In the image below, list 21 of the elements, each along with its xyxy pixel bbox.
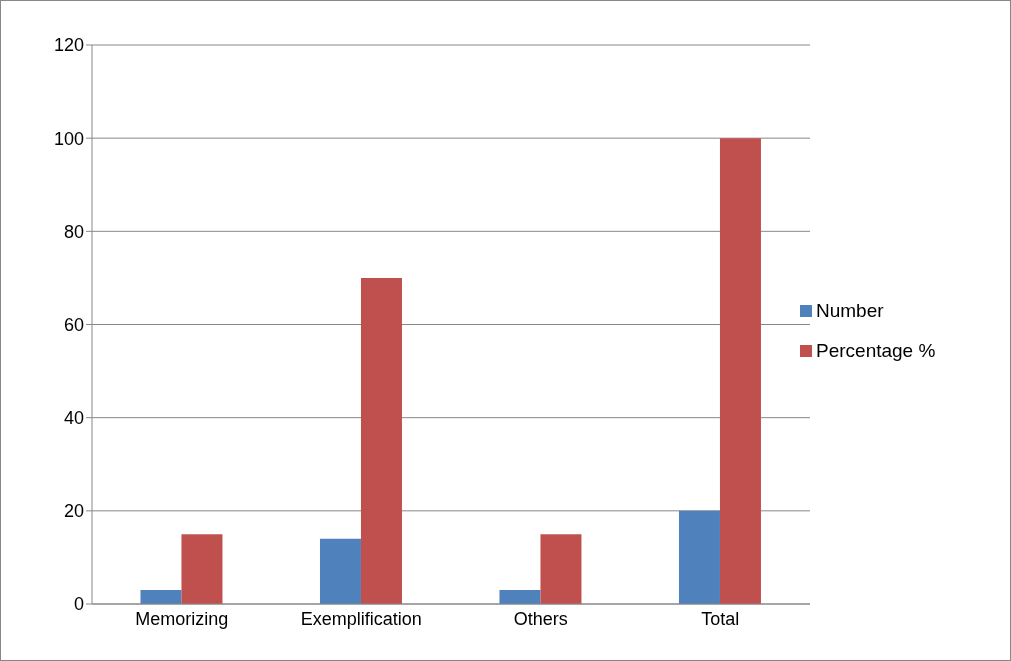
legend-label: Number <box>816 299 884 321</box>
y-tick-label: 100 <box>53 128 84 149</box>
bar <box>360 277 402 604</box>
x-tick-label: Total <box>701 608 740 629</box>
y-tick-label: 20 <box>63 501 84 522</box>
x-tick-label: Memorizing <box>135 608 229 629</box>
bar <box>499 590 541 604</box>
y-tick-label: 80 <box>63 221 84 242</box>
bar <box>678 510 720 604</box>
bar <box>140 590 182 604</box>
y-tick-label: 60 <box>63 314 84 335</box>
bar <box>540 534 582 604</box>
x-tick-label: Others <box>513 608 568 629</box>
legend-label: Percentage % <box>816 339 936 361</box>
bar <box>181 534 223 604</box>
bar <box>719 138 761 604</box>
y-tick-label: 120 <box>53 35 84 56</box>
x-tick-label: Exemplification <box>300 608 422 629</box>
y-tick-label: 0 <box>73 594 84 615</box>
y-tick-label: 40 <box>63 408 84 429</box>
bar <box>319 538 361 604</box>
